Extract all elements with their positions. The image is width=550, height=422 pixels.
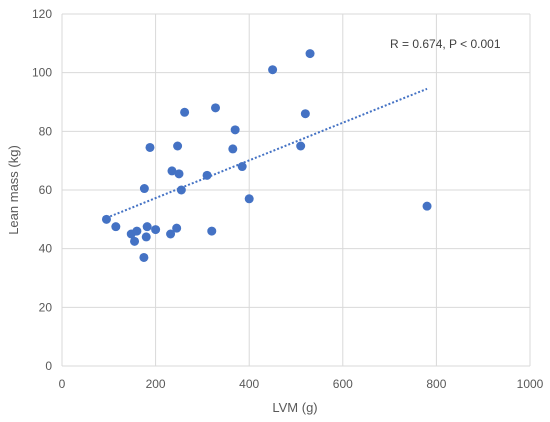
data-point (305, 49, 315, 59)
y-tick-label: 0 (45, 359, 52, 373)
y-tick-label: 40 (39, 242, 53, 256)
x-tick-label: 200 (146, 377, 166, 391)
data-point (211, 103, 221, 113)
data-point (268, 65, 278, 75)
y-axis-title: Lean mass (kg) (6, 145, 21, 235)
data-point (300, 109, 310, 119)
data-point (202, 170, 212, 180)
tick-labels: 0 200 400 600 800 1000 0 20 40 60 80 100 120 (32, 7, 544, 391)
data-point (139, 252, 149, 262)
x-tick-label: 0 (59, 377, 66, 391)
trendline-layer (106, 87, 428, 219)
y-tick-label: 80 (39, 124, 53, 138)
data-point (167, 166, 177, 176)
y-tick-label: 60 (39, 183, 53, 197)
data-point (176, 185, 186, 195)
data-point (166, 229, 176, 239)
data-point (142, 222, 152, 232)
data-point (151, 225, 161, 235)
data-point (172, 223, 182, 233)
trendline (106, 87, 428, 219)
y-tick-label: 20 (39, 300, 53, 314)
data-point (422, 201, 432, 211)
x-tick-label: 800 (426, 377, 446, 391)
data-point (101, 214, 111, 224)
data-point (237, 162, 247, 172)
data-point (174, 169, 184, 179)
x-tick-label: 400 (239, 377, 259, 391)
data-point (207, 226, 217, 236)
data-point (145, 142, 155, 152)
data-point (230, 125, 240, 135)
data-point (132, 226, 142, 236)
correlation-annotation: R = 0.674, P < 0.001 (390, 37, 501, 51)
data-point (228, 144, 238, 154)
data-point (141, 232, 151, 242)
data-point (296, 141, 306, 151)
y-tick-label: 100 (32, 66, 52, 80)
y-tick-label: 120 (32, 7, 52, 21)
data-point (180, 107, 190, 117)
data-point (111, 222, 121, 232)
x-tick-label: 1000 (517, 377, 544, 391)
x-tick-label: 600 (333, 377, 353, 391)
data-point (173, 141, 183, 151)
x-axis-title: LVM (g) (272, 400, 317, 415)
data-point (130, 236, 140, 246)
data-point (139, 184, 149, 194)
data-point (244, 194, 254, 204)
grid-lines (61, 13, 531, 367)
data-points (101, 49, 432, 262)
